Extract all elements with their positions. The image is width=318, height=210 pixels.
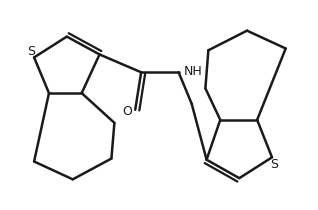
Text: O: O — [122, 105, 132, 118]
Text: NH: NH — [184, 65, 203, 78]
Text: S: S — [27, 45, 35, 58]
Text: S: S — [270, 158, 278, 171]
